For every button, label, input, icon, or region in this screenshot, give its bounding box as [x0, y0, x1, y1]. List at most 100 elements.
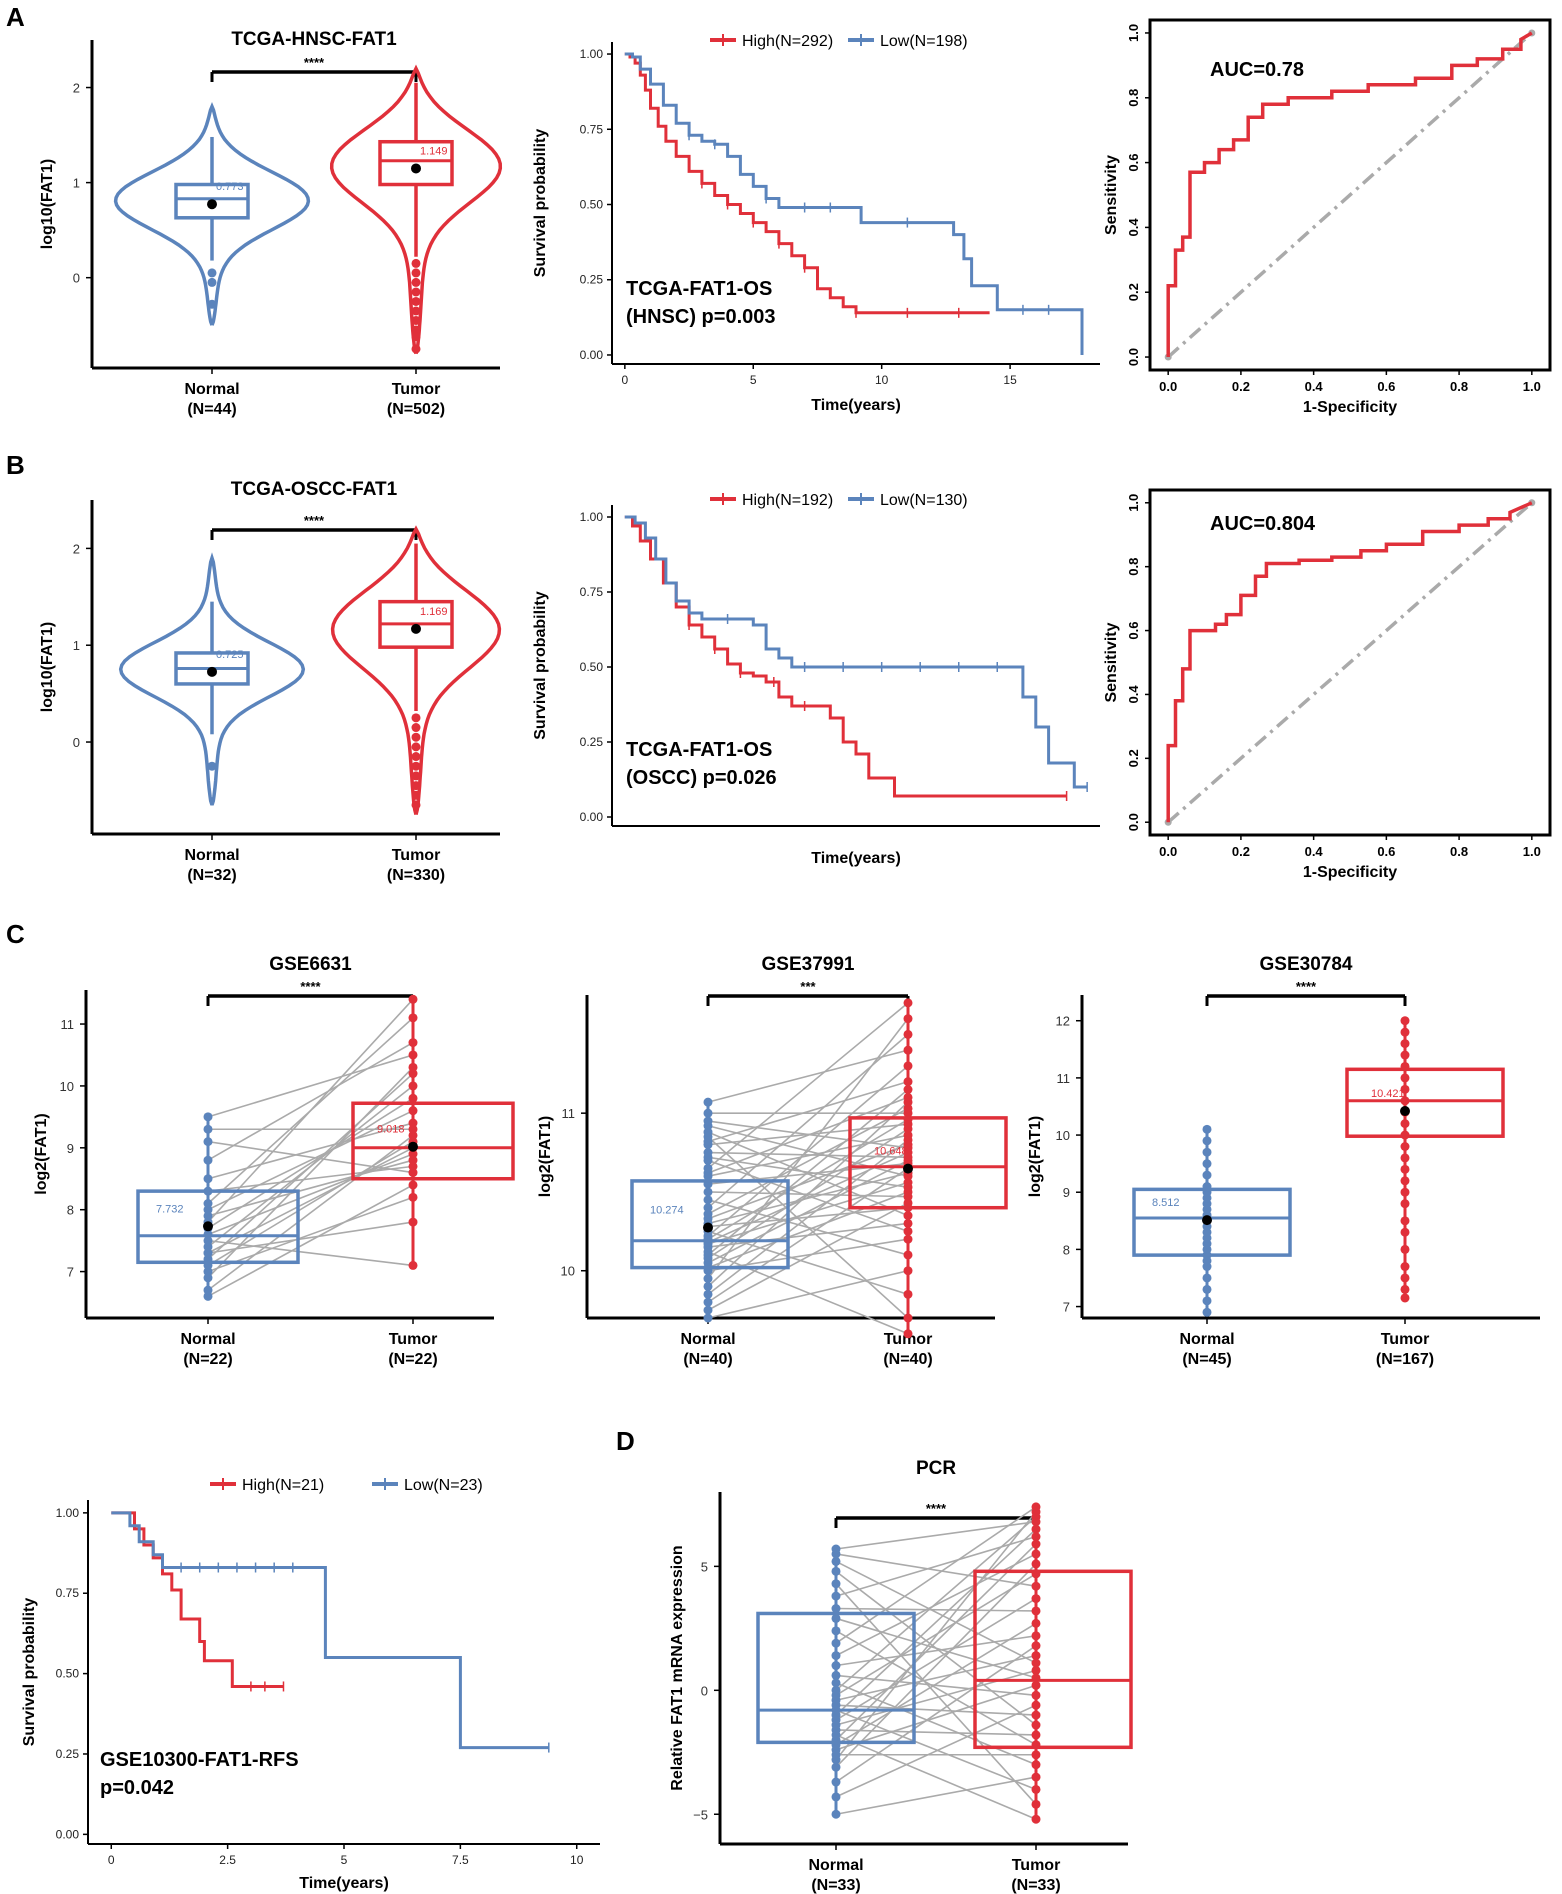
- y-tick-label: 1.0: [1126, 24, 1141, 42]
- y-tick-label: 0.75: [580, 122, 604, 136]
- y-tick-label: 0.25: [56, 1747, 80, 1761]
- mean-label: 0.773: [216, 181, 244, 193]
- y-tick-label: 1.0: [1126, 494, 1141, 512]
- data-point: [831, 1579, 841, 1589]
- significance-label: ***: [800, 979, 816, 994]
- data-point: [203, 1248, 213, 1258]
- data-point: [408, 1050, 418, 1060]
- y-axis-label: Relative FAT1 mRNA expression: [669, 1545, 686, 1790]
- mean-point: [411, 163, 421, 174]
- y-tick-label: 0.25: [580, 735, 604, 749]
- data-point: [831, 1670, 841, 1680]
- data-point: [1400, 1244, 1410, 1254]
- pair-line: [707, 1156, 909, 1189]
- data-point: [903, 1130, 913, 1140]
- data-point: [408, 1062, 418, 1072]
- y-tick-label: −5: [693, 1807, 708, 1822]
- y-tick-label: 0: [701, 1683, 708, 1698]
- x-axis-label: Time(years): [811, 397, 901, 414]
- data-point: [203, 1137, 213, 1147]
- x-tick-label-group: Tumor: [884, 1331, 933, 1348]
- y-axis-label: log10(FAT1): [39, 622, 56, 712]
- data-point: [1031, 1559, 1041, 1569]
- x-tick-label: 0: [621, 373, 628, 387]
- y-axis-label: Survival probability: [532, 129, 549, 278]
- data-point: [1031, 1700, 1041, 1710]
- outlier-point: [411, 800, 421, 810]
- data-point: [1202, 1170, 1212, 1180]
- data-point: [203, 1199, 213, 1209]
- data-point: [408, 1260, 418, 1270]
- outlier-point: [207, 761, 217, 771]
- pair-line: [707, 1131, 909, 1217]
- data-point: [703, 1209, 713, 1219]
- data-point: [703, 1187, 713, 1197]
- chart-title: TCGA-HNSC-FAT1: [231, 29, 397, 50]
- mean-point: [207, 666, 217, 677]
- pair-line: [835, 1583, 1037, 1805]
- data-point: [1400, 1016, 1410, 1026]
- x-tick-label: 0.2: [1232, 379, 1250, 394]
- data-point: [203, 1112, 213, 1122]
- data-point: [1400, 1262, 1410, 1272]
- pair-line: [207, 1159, 414, 1217]
- annotation-text: TCGA-FAT1-OS: [626, 278, 772, 300]
- pair-line: [835, 1597, 1037, 1721]
- data-point: [831, 1544, 841, 1554]
- pair-line: [707, 1120, 909, 1149]
- data-point: [831, 1613, 841, 1623]
- x-tick-label-group: Tumor: [392, 847, 441, 864]
- data-point: [408, 1038, 418, 1048]
- mean-label: 8.512: [1152, 1197, 1180, 1209]
- outlier-point: [411, 296, 421, 306]
- survival-curve: [624, 52, 990, 315]
- data-point: [831, 1651, 841, 1661]
- box-iqr: [848, 1116, 1008, 1210]
- data-point: [903, 1218, 913, 1228]
- y-tick-label: 0.50: [580, 198, 604, 212]
- x-tick-label: 1.0: [1523, 379, 1541, 394]
- pair-line: [707, 1191, 909, 1269]
- y-tick-label: 11: [61, 1017, 75, 1032]
- data-point: [203, 1211, 213, 1221]
- outlier-point: [411, 742, 421, 752]
- plot-frame: [1148, 488, 1552, 837]
- data-point: [408, 1118, 418, 1128]
- pair-line: [835, 1516, 1037, 1691]
- y-tick-label: 1.00: [56, 1506, 80, 1520]
- y-axis-label: log2(FAT1): [1027, 1116, 1044, 1197]
- data-point: [1031, 1581, 1041, 1591]
- y-tick-label: 0.0: [1126, 348, 1141, 366]
- mean-label: 1.169: [420, 606, 448, 618]
- panel-letter-a: A: [6, 2, 25, 32]
- data-point: [1031, 1784, 1041, 1794]
- x-tick-label: 5: [341, 1853, 348, 1867]
- data-point: [408, 1161, 418, 1171]
- data-point: [1031, 1665, 1041, 1675]
- x-tick-label-n: (N=44): [187, 401, 236, 418]
- data-point: [703, 1289, 713, 1299]
- data-point: [1031, 1760, 1041, 1770]
- survival-curve: [624, 515, 1088, 789]
- violin-shape: [330, 525, 502, 816]
- outlier-point: [411, 287, 421, 297]
- data-point: [903, 1198, 913, 1208]
- mean-point: [703, 1222, 713, 1233]
- x-tick-label-n: (N=502): [387, 401, 445, 418]
- y-tick-label: 0.4: [1126, 685, 1141, 704]
- x-tick-label: 1.0: [1523, 844, 1541, 859]
- x-tick-label: 0.8: [1450, 844, 1468, 859]
- pair-line: [207, 1184, 414, 1298]
- legend-label: Low(N=23): [404, 1477, 483, 1494]
- y-tick-label: 7: [1063, 1300, 1070, 1315]
- mean-point: [903, 1163, 913, 1174]
- data-point: [903, 1226, 913, 1236]
- data-point: [1400, 1039, 1410, 1049]
- data-point: [1031, 1606, 1041, 1616]
- data-point: [1400, 1293, 1410, 1303]
- pair-line: [707, 1018, 909, 1280]
- y-tick-label: 0.75: [580, 585, 604, 599]
- y-tick-label: 1: [73, 638, 80, 653]
- data-point: [1031, 1680, 1041, 1690]
